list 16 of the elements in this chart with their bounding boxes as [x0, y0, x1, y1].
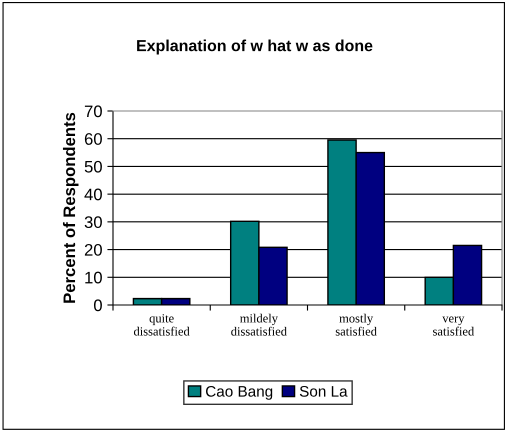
y-tick-label: 0 — [94, 299, 102, 312]
legend-label: Son La — [300, 386, 348, 397]
y-tick-label: 50 — [84, 160, 102, 173]
x-tick-label: mostly satisfied — [336, 314, 377, 336]
y-tick-label: 20 — [84, 244, 102, 256]
y-tick-label: 30 — [84, 216, 102, 228]
x-tick-label: very satisfied — [433, 316, 474, 336]
y-tick-label: 60 — [84, 133, 102, 145]
x-tick-label: mildely dissatisfied — [231, 314, 287, 336]
y-tick-label: 70 — [84, 105, 102, 118]
y-axis-title: Percent of Respondents — [62, 112, 78, 303]
y-tick-label: 40 — [84, 188, 102, 200]
chart-title: Explanation of w hat w as done — [137, 40, 372, 54]
y-tick-label: 10 — [85, 272, 102, 284]
x-tick-label: quite dissatisfied — [134, 314, 190, 336]
legend-label: Cao Bang — [206, 386, 272, 400]
